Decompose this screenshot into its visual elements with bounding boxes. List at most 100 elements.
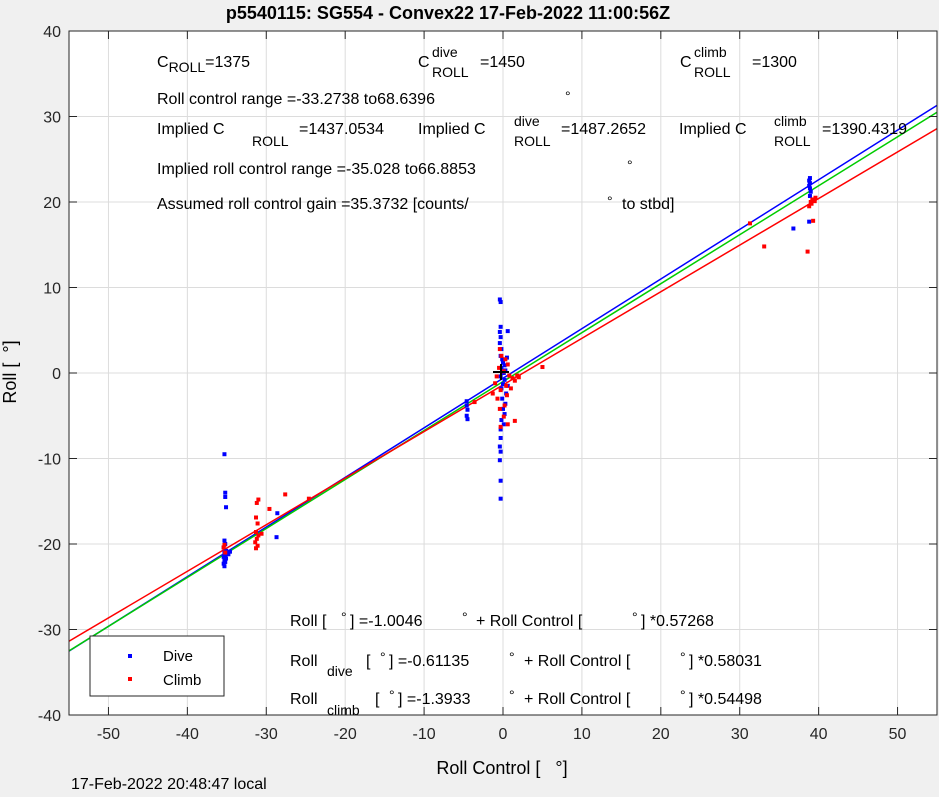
data-point-dive: [226, 552, 231, 557]
svg-text:climb: climb: [774, 113, 807, 129]
svg-text:=1390.4319: =1390.4319: [822, 121, 907, 138]
data-point-climb: [254, 500, 259, 505]
data-point-climb: [497, 406, 502, 411]
data-point-climb: [505, 422, 510, 427]
data-point-dive: [465, 407, 470, 412]
data-point-dive: [501, 406, 505, 411]
data-point-climb: [504, 383, 509, 388]
svg-text:] =-0.61135: ] =-0.61135: [389, 653, 469, 670]
svg-text:=1437.0534: =1437.0534: [299, 121, 384, 138]
y-tick-label: -40: [38, 708, 61, 725]
x-tick-label: 20: [652, 726, 670, 743]
data-point-dive: [497, 341, 502, 346]
annotation-fit-climb: Roll climb [ ° ] =-1.3933 ° + Roll Contr…: [290, 687, 762, 718]
data-point-climb: [504, 393, 509, 398]
data-point-climb: [255, 543, 260, 548]
data-point-dive: [464, 403, 469, 408]
data-point-climb: [809, 201, 814, 206]
x-tick-label: 40: [810, 726, 828, 743]
data-point-dive: [275, 511, 280, 516]
svg-text:] *0.57268: ] *0.57268: [641, 613, 714, 630]
annotation-fit-all: Roll [ ° ] =-1.0046 ° + Roll Control [ °…: [290, 609, 714, 630]
svg-text:climb: climb: [327, 702, 360, 718]
data-point-dive: [497, 297, 502, 302]
data-point-dive: [221, 561, 226, 566]
data-point-climb: [498, 388, 503, 393]
data-point-climb: [502, 403, 507, 408]
annotation-croll-climb: C climb ROLL =1300: [680, 44, 797, 80]
data-point-dive: [498, 435, 503, 440]
svg-text:Implied C: Implied C: [418, 121, 486, 138]
data-point-dive: [222, 452, 227, 457]
data-point-dive: [807, 186, 812, 191]
data-point-climb: [494, 374, 499, 379]
data-point-climb: [805, 249, 810, 254]
annotation-implied-croll-dive: Implied C dive ROLL =1487.2652: [418, 113, 646, 149]
data-point-dive: [807, 176, 812, 181]
data-point-dive: [501, 382, 505, 387]
svg-text:[: [: [375, 691, 380, 708]
y-tick-label: -10: [38, 452, 61, 469]
data-point-dive: [222, 564, 227, 569]
data-point-climb: [503, 357, 508, 362]
data-point-dive: [227, 549, 232, 554]
svg-text:dive: dive: [327, 663, 353, 679]
data-point-climb: [493, 381, 498, 386]
x-tick-label: -20: [334, 726, 357, 743]
data-point-climb: [259, 531, 264, 536]
data-point-dive: [791, 226, 796, 231]
data-point-climb: [811, 218, 816, 223]
x-tick-label: 10: [573, 726, 591, 743]
y-tick-label: 40: [43, 24, 61, 41]
data-point-climb: [540, 365, 545, 370]
data-point-dive: [498, 324, 503, 329]
x-tick-label: 0: [499, 726, 508, 743]
data-point-climb: [472, 400, 477, 405]
data-point-dive: [502, 377, 507, 382]
annotation-croll: CROLL=1375: [157, 54, 250, 75]
data-point-climb: [283, 492, 288, 497]
svg-text:Implied C: Implied C: [157, 121, 225, 138]
svg-text:] *0.58031: ] *0.58031: [689, 653, 762, 670]
data-point-climb: [253, 540, 258, 545]
y-tick-label: -30: [38, 623, 61, 640]
svg-text:=1450: =1450: [480, 54, 525, 71]
data-point-dive: [807, 219, 812, 224]
x-tick-label: -50: [97, 726, 120, 743]
svg-text:+ Roll Control [: + Roll Control [: [524, 691, 631, 708]
svg-text:CROLL=1375: CROLL=1375: [157, 54, 250, 75]
data-point-climb: [254, 536, 259, 541]
data-point-climb: [516, 375, 521, 380]
svg-text:C: C: [680, 54, 692, 71]
data-point-dive: [274, 535, 279, 540]
data-point-dive: [498, 335, 503, 340]
svg-text:] =-1.3933: ] =-1.3933: [398, 691, 471, 708]
data-point-dive: [223, 490, 228, 495]
y-axis-label: Roll [ °]: [0, 340, 20, 403]
x-tick-label: -30: [255, 726, 278, 743]
svg-text:°: °: [462, 609, 468, 625]
data-point-dive: [807, 183, 812, 188]
y-tick-label: 20: [43, 195, 61, 212]
svg-text:] =-1.0046: ] =-1.0046: [350, 613, 423, 630]
data-point-dive: [501, 422, 506, 427]
svg-text:°: °: [680, 687, 686, 703]
data-point-dive: [499, 418, 504, 423]
data-point-dive: [502, 412, 507, 417]
data-point-climb: [747, 221, 752, 226]
x-tick-label: -40: [176, 726, 199, 743]
data-point-climb: [495, 396, 500, 401]
annotation-croll-dive: C dive ROLL =1450: [418, 44, 525, 80]
data-point-climb: [510, 376, 515, 381]
data-point-climb: [490, 391, 495, 396]
svg-text:ROLL: ROLL: [694, 64, 731, 80]
svg-text:°: °: [680, 649, 686, 665]
data-point-climb: [255, 521, 260, 526]
data-point-climb: [497, 347, 502, 352]
data-point-climb: [222, 542, 227, 547]
data-point-dive: [498, 300, 503, 305]
data-point-dive: [807, 181, 812, 186]
svg-text:°: °: [607, 193, 613, 209]
svg-text:C: C: [418, 54, 430, 71]
svg-text:dive: dive: [432, 44, 458, 60]
